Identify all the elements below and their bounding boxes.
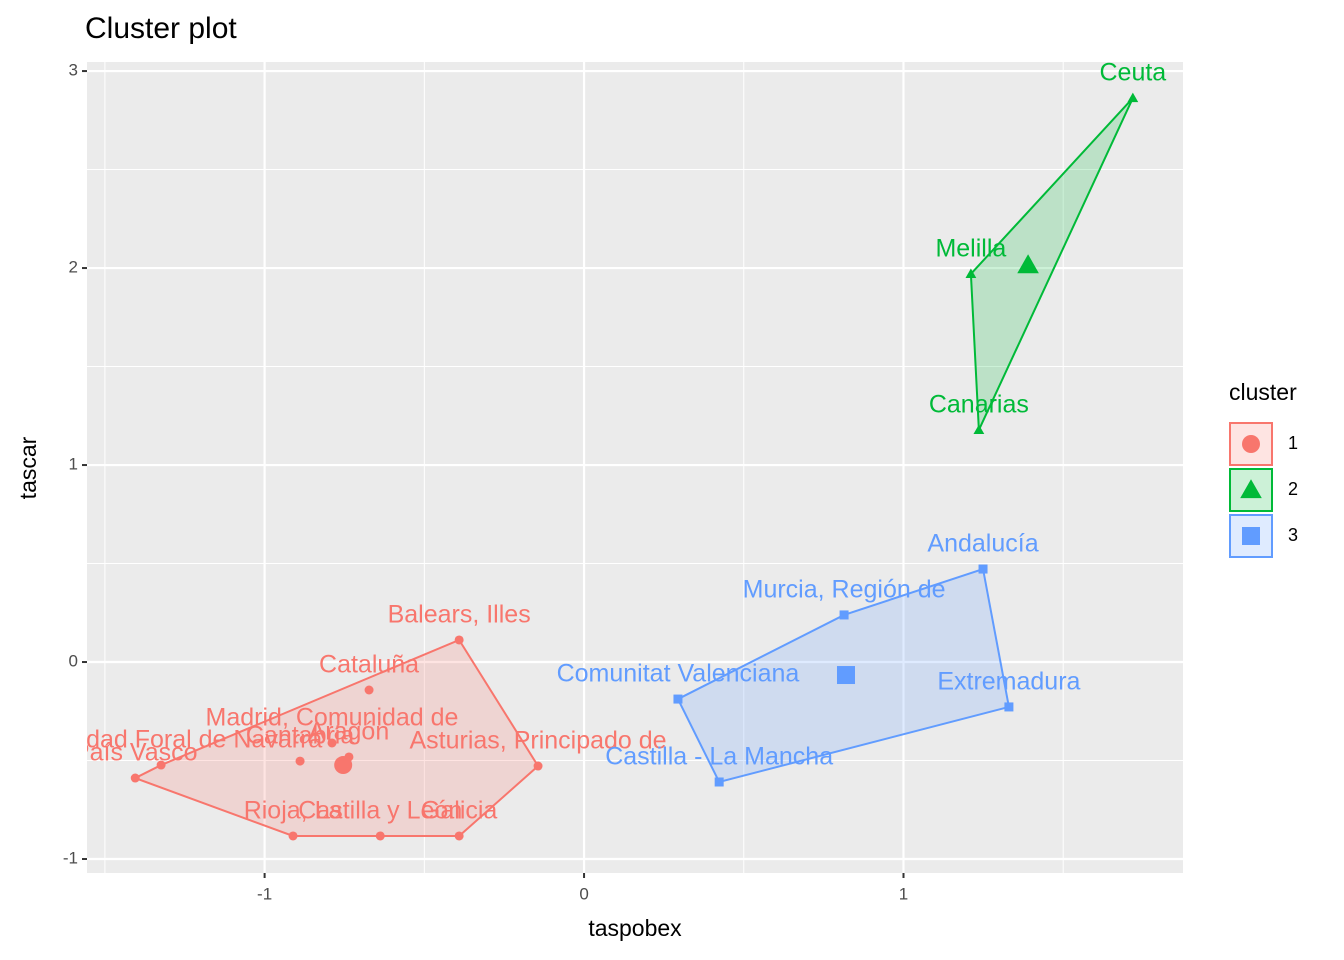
- data-point: [1004, 702, 1014, 712]
- point-label: Comunitat Valenciana: [557, 660, 800, 688]
- data-point: [973, 424, 985, 435]
- legend-key: [1229, 422, 1273, 466]
- point-label: Melilla: [935, 235, 1006, 263]
- legend-label: 3: [1288, 525, 1298, 545]
- y-tick-label: -1: [63, 848, 78, 867]
- legend-key: [1229, 514, 1273, 558]
- data-point: [673, 694, 683, 704]
- grid: [87, 62, 1183, 873]
- legend-symbol: [1242, 435, 1260, 453]
- data-point: [375, 831, 385, 841]
- chart-title: Cluster plot: [85, 12, 237, 45]
- point-label: Rioja, La: [244, 797, 343, 825]
- point-label: Castilla y León: [298, 797, 462, 825]
- data-point: [364, 685, 374, 695]
- point-label: Galicia: [421, 797, 498, 825]
- cluster-center: [334, 756, 353, 775]
- data-point: [454, 635, 464, 645]
- legend-label: 1: [1288, 433, 1298, 453]
- point-label: Cantabria: [246, 722, 354, 750]
- point-label: Ceuta: [1099, 59, 1166, 87]
- point-label: Balears, Illes: [388, 601, 531, 629]
- data-point: [130, 773, 140, 783]
- point-label: Aragón: [309, 718, 390, 746]
- data-point: [965, 268, 977, 279]
- legend: 1 2 3: [1229, 422, 1298, 558]
- data-point: [714, 777, 724, 787]
- x-tick-label: 0: [579, 884, 588, 903]
- data-point: [978, 564, 988, 574]
- y-axis-label: tascar: [15, 436, 41, 499]
- point-label: Asturias, Principado de: [410, 727, 667, 755]
- legend-symbol: [1242, 527, 1260, 545]
- point-label: Cataluña: [319, 651, 419, 679]
- point-label: Madrid, Comunidad de: [206, 704, 459, 732]
- y-tick-label: 0: [69, 652, 78, 671]
- point-label: Murcia, Región de: [743, 576, 946, 604]
- cluster-center: [836, 666, 855, 685]
- data-point: [156, 760, 166, 770]
- x-tick-label: -1: [257, 884, 272, 903]
- point-label: Comunidad Foral de Navarra: [0, 726, 322, 754]
- data-point: [288, 831, 298, 841]
- cluster-center: [1017, 254, 1039, 274]
- x-tick-label: 1: [899, 884, 908, 903]
- point-label: Andalucía: [927, 530, 1038, 558]
- point-label: Extremadura: [937, 668, 1080, 696]
- point-label: País Vasco: [73, 739, 198, 767]
- point-label: Castilla - La Mancha: [605, 743, 833, 771]
- y-tick-label: 2: [69, 258, 78, 277]
- legend-symbol: [1240, 479, 1262, 499]
- data-point: [839, 610, 849, 620]
- plot-area: Balears, Illes Cataluña Madrid, Comunidad …: [0, 59, 1166, 841]
- legend-title: cluster: [1229, 379, 1297, 405]
- data-point: [295, 756, 305, 766]
- y-tick-label: 3: [69, 61, 78, 80]
- legend-label: 2: [1288, 479, 1298, 499]
- cluster-hull: [969, 97, 1134, 431]
- panel: [87, 62, 1183, 873]
- data-point: [327, 738, 337, 748]
- point-label: Canarias: [929, 391, 1029, 419]
- x-axis-label: taspobex: [588, 915, 682, 941]
- data-point: [454, 831, 464, 841]
- y-tick-label: 1: [69, 455, 78, 474]
- data-point: [1127, 92, 1139, 103]
- data-point: [533, 761, 543, 771]
